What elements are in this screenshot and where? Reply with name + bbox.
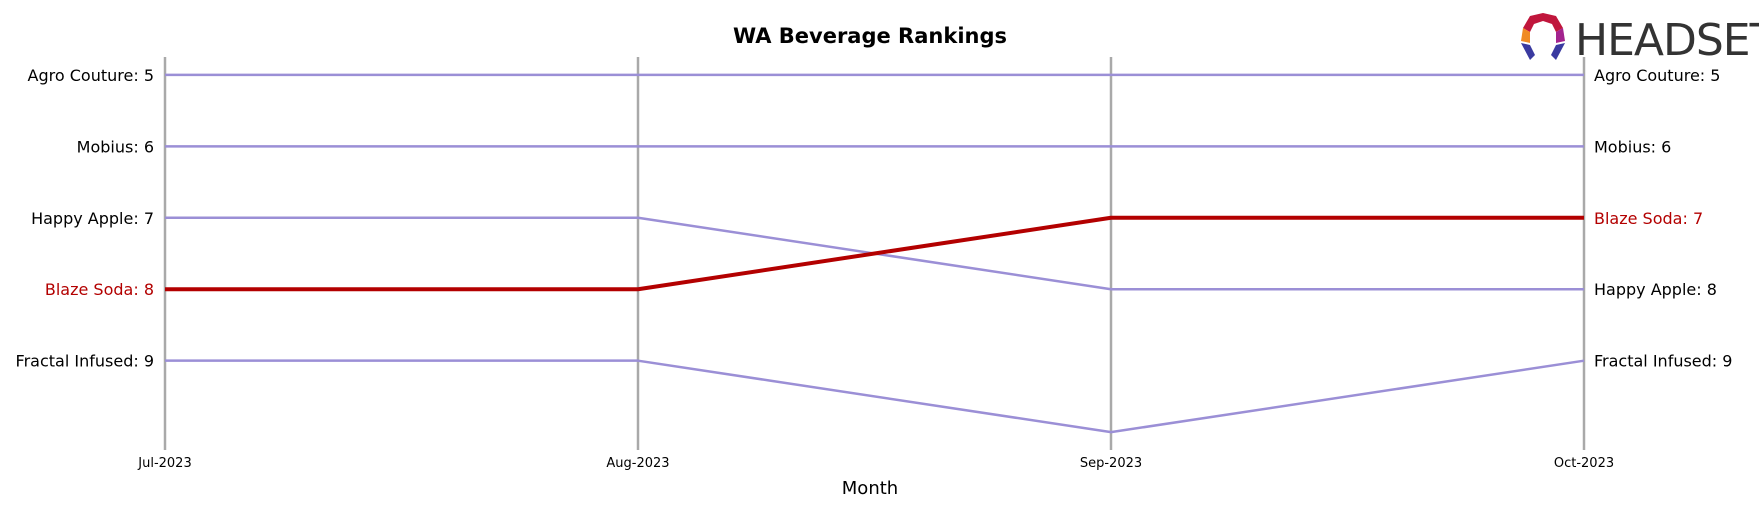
chart-title: WA Beverage Rankings <box>733 24 1007 48</box>
left-rank-labels: Agro Couture: 5 Mobius: 6 Happy Apple: 7 Bl… <box>16 66 154 371</box>
right-rank-label: Mobius: 6 <box>1594 137 1671 156</box>
headset-logo: HEADSET <box>1521 13 1759 66</box>
left-rank-label: Happy Apple: 7 <box>31 209 154 228</box>
left-rank-label: Blaze Soda: 8 <box>45 280 154 299</box>
left-rank-label: Agro Couture: 5 <box>28 66 154 85</box>
month-gridlines <box>163 57 1586 450</box>
right-rank-label: Fractal Infused: 9 <box>1594 352 1732 371</box>
right-rank-label: Happy Apple: 8 <box>1594 280 1717 299</box>
x-tick-label: Sep-2023 <box>1080 456 1142 471</box>
left-rank-label: Mobius: 6 <box>77 137 154 156</box>
x-tick-label: Aug-2023 <box>606 456 669 471</box>
left-rank-label: Fractal Infused: 9 <box>16 352 154 371</box>
x-axis-label: Month <box>842 478 898 499</box>
headset-logo-icon <box>1521 13 1565 60</box>
logo-wordmark: HEADSET <box>1575 15 1759 66</box>
right-rank-labels: Agro Couture: 5 Mobius: 6 Blaze Soda: 7 Hap… <box>1594 66 1732 371</box>
right-rank-label: Agro Couture: 5 <box>1594 66 1720 85</box>
x-tick-label: Jul-2023 <box>137 456 191 471</box>
x-tick-labels: Jul-2023 Aug-2023 Sep-2023 Oct-2023 <box>137 456 1614 471</box>
series-line-blaze-soda <box>165 215 1584 292</box>
series-lines <box>165 73 1585 434</box>
series-line-fractal-infused <box>165 359 1585 434</box>
right-rank-label: Blaze Soda: 7 <box>1594 209 1703 228</box>
x-tick-label: Oct-2023 <box>1554 456 1614 471</box>
